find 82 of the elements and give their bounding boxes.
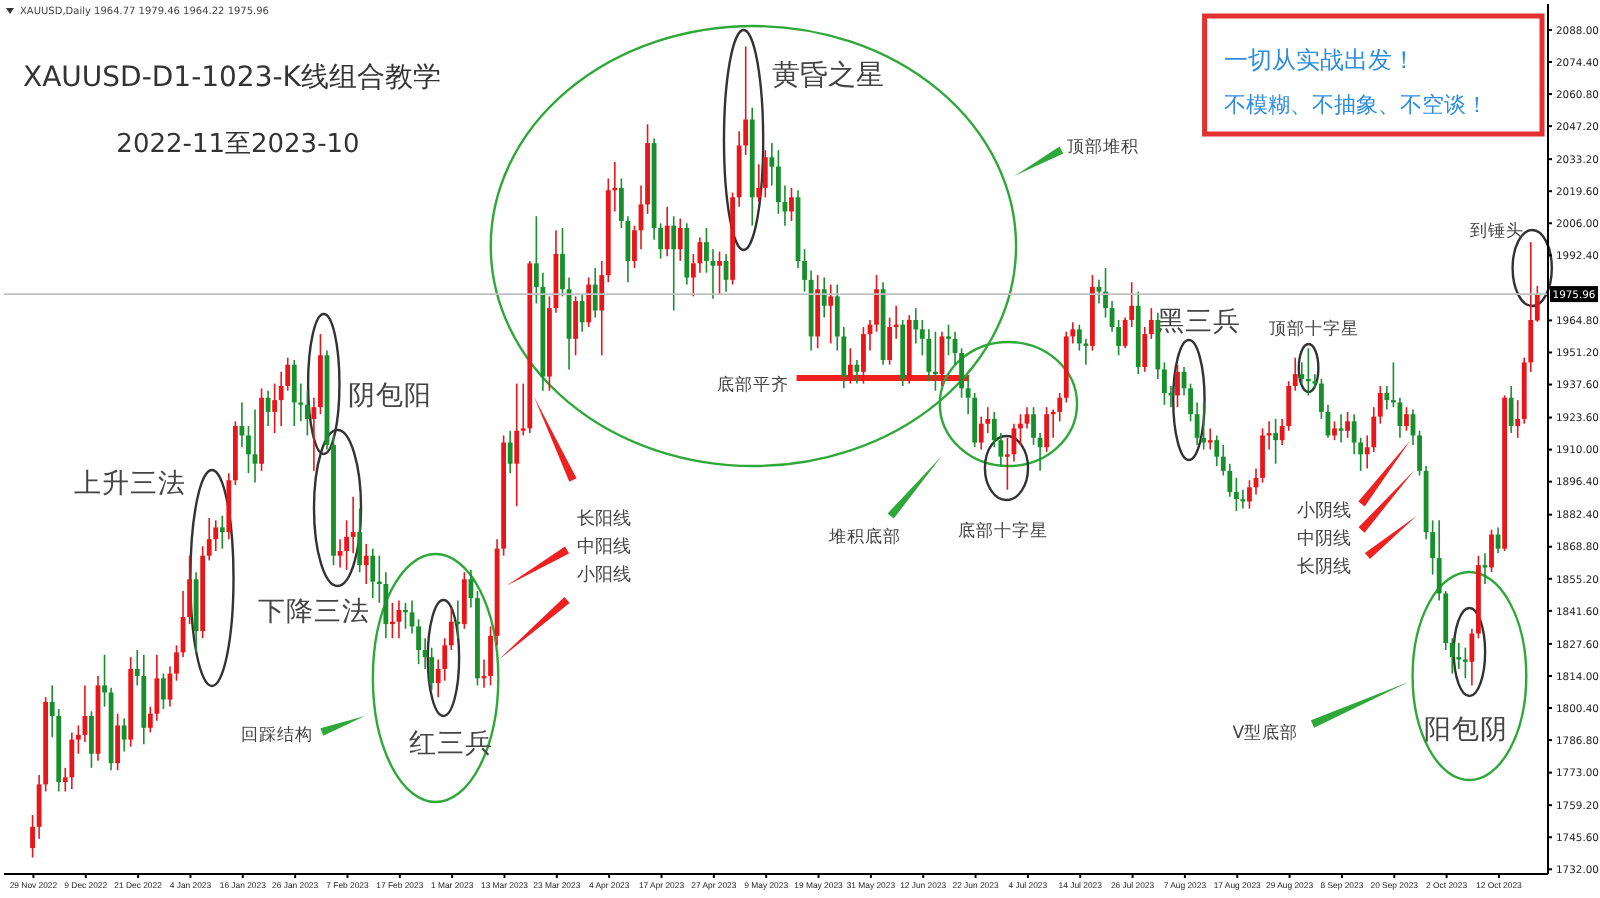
annotation: 中阳线 bbox=[576, 536, 631, 558]
text: XAUUSD-D1-1023-K线组合教学 bbox=[23, 62, 441, 94]
candlestick bbox=[579, 293, 585, 333]
candlestick bbox=[664, 205, 670, 258]
candlestick bbox=[1338, 413, 1344, 444]
annotation: 黑三兵 bbox=[1156, 306, 1241, 338]
candlestick bbox=[671, 215, 677, 312]
candlestick bbox=[762, 149, 768, 199]
candlestick bbox=[390, 602, 395, 640]
candlestick bbox=[717, 250, 722, 295]
annotation: 长阴线 bbox=[1297, 556, 1352, 578]
candlestick bbox=[756, 163, 762, 203]
candlestick bbox=[304, 389, 310, 437]
annotation: 上升三法 bbox=[73, 468, 186, 500]
candlestick bbox=[1175, 363, 1180, 408]
candlestick bbox=[161, 672, 166, 710]
annotation: 底部平齐 bbox=[717, 374, 790, 396]
annotation: 回踩结构 bbox=[240, 724, 313, 746]
candlestick bbox=[821, 276, 827, 319]
candlestick bbox=[926, 328, 932, 383]
candlestick bbox=[1201, 401, 1207, 451]
candlestick bbox=[1332, 420, 1337, 441]
candlestick bbox=[507, 429, 513, 474]
candlestick bbox=[1207, 427, 1213, 451]
annotation: V型底部 bbox=[1232, 722, 1299, 744]
candlestick bbox=[1273, 418, 1279, 465]
candlestick bbox=[213, 519, 219, 552]
candlestick bbox=[1142, 326, 1148, 373]
candlestick bbox=[219, 514, 225, 550]
candlestick bbox=[370, 547, 376, 599]
candlestick bbox=[429, 646, 435, 691]
annotation: 堆积底部 bbox=[827, 526, 902, 548]
candlestick bbox=[403, 602, 408, 630]
candlestick bbox=[978, 415, 984, 451]
candlestick bbox=[1508, 385, 1514, 434]
candlestick bbox=[1384, 385, 1390, 411]
annotation: 黄昏之星 bbox=[771, 60, 884, 92]
candlestick bbox=[828, 283, 834, 345]
candlestick bbox=[350, 495, 356, 555]
candlestick bbox=[861, 326, 866, 385]
candlestick bbox=[1489, 528, 1494, 574]
annotation: 中阴线 bbox=[1297, 528, 1352, 550]
candlestick bbox=[514, 382, 520, 507]
candlestick bbox=[1305, 347, 1311, 397]
annotation: 顶部堆积 bbox=[1066, 136, 1139, 158]
candlestick bbox=[913, 307, 919, 345]
annotation: 下降三法 bbox=[257, 596, 370, 628]
candlestick bbox=[946, 323, 951, 357]
candlestick bbox=[455, 599, 461, 640]
candlestick bbox=[586, 276, 592, 328]
candlestick bbox=[1299, 361, 1305, 385]
annotation: 底部十字星 bbox=[957, 520, 1048, 542]
candlestick bbox=[1044, 406, 1050, 453]
candlestick bbox=[69, 731, 75, 790]
annotation: 顶部十字星 bbox=[1269, 318, 1360, 340]
candlestick bbox=[1404, 406, 1409, 432]
candlestick bbox=[933, 330, 938, 392]
annotation: 小阳线 bbox=[576, 564, 631, 586]
text: 2022-11至2023-10 bbox=[116, 130, 360, 160]
annotation: 不模糊、不抽象、不空谈！ bbox=[1224, 92, 1488, 118]
annotation: 一切从实战出发！ bbox=[1224, 46, 1416, 74]
candlestick bbox=[291, 359, 297, 427]
candlestick bbox=[789, 187, 794, 222]
candlestick bbox=[357, 507, 363, 574]
candlestick bbox=[363, 543, 369, 585]
candlestick bbox=[115, 712, 121, 772]
candlestick bbox=[847, 347, 853, 385]
candlestick bbox=[573, 295, 578, 357]
annotation: 小阴线 bbox=[1297, 500, 1352, 522]
candlestick bbox=[121, 717, 127, 753]
candlestick bbox=[461, 571, 467, 630]
candlestick bbox=[1345, 411, 1350, 439]
candlestick bbox=[815, 274, 821, 350]
candlestick bbox=[1462, 646, 1468, 680]
annotation: 阳包阴 bbox=[1423, 714, 1508, 746]
candlestick bbox=[677, 217, 683, 262]
candlestick bbox=[592, 267, 598, 319]
annotation: 长阳线 bbox=[576, 508, 631, 530]
candlestick bbox=[1456, 642, 1462, 670]
annotation: 到锤头 bbox=[1469, 220, 1524, 242]
annotation: 阴包阳 bbox=[348, 380, 433, 412]
candlestick bbox=[89, 710, 94, 769]
